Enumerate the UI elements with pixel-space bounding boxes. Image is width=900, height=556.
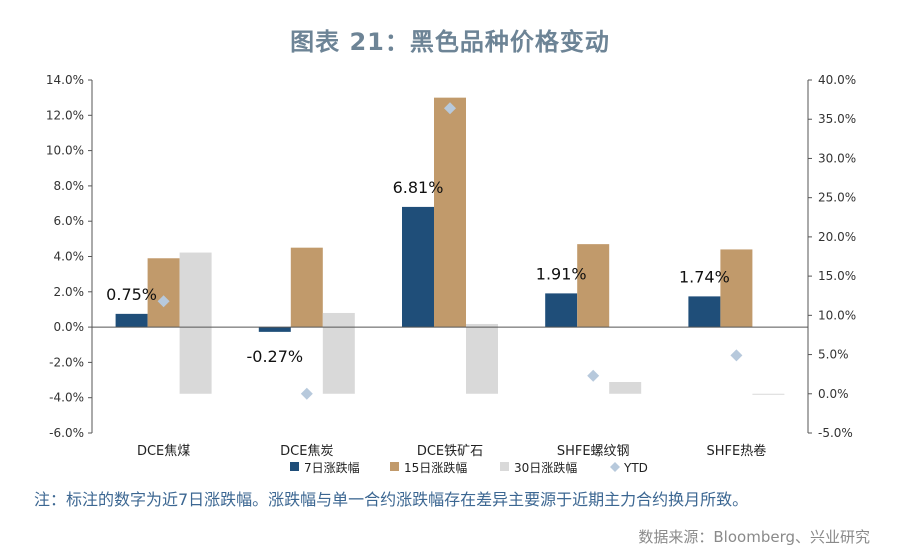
ytd-marker [300, 387, 313, 400]
category-label: DCE焦煤 [137, 444, 190, 459]
right-tick-label: 10.0% [818, 308, 856, 322]
right-tick-label: 15.0% [818, 269, 856, 283]
bar-30日涨跌幅 [179, 252, 212, 394]
right-tick-label: 5.0% [818, 348, 849, 362]
bar-15日涨跌幅 [434, 97, 466, 328]
right-tick-label: -5.0% [818, 426, 853, 440]
left-tick-label: 6.0% [54, 214, 85, 228]
legend-label: 7日涨跌幅 [304, 460, 360, 475]
left-tick-label: 10.0% [46, 144, 84, 158]
ytd-marker [730, 349, 743, 362]
left-tick-label: 14.0% [46, 73, 84, 87]
legend-label: 15日涨跌幅 [404, 460, 467, 475]
bar-7日涨跌幅 [402, 206, 434, 328]
right-tick-label: 0.0% [818, 387, 849, 401]
bar-15日涨跌幅 [147, 258, 180, 328]
bar-30日涨跌幅 [752, 393, 785, 395]
right-tick-label: 20.0% [818, 230, 856, 244]
data-label: -0.27% [246, 347, 303, 366]
legend-swatch [500, 462, 509, 471]
category-label: DCE焦炭 [280, 444, 333, 459]
ytd-marker [587, 369, 600, 382]
bar-15日涨跌幅 [577, 244, 610, 328]
left-tick-label: 2.0% [54, 285, 85, 299]
legend-label: 30日涨跌幅 [514, 460, 577, 475]
category-label: DCE铁矿石 [417, 444, 483, 459]
data-label: 0.75% [106, 285, 157, 304]
legend-swatch [290, 462, 299, 471]
footnote: 注：标注的数字为近7日涨跌幅。涨跌幅与单一合约涨跌幅存在差异主要源于近期主力合约… [34, 490, 749, 509]
data-label: 1.74% [679, 267, 730, 286]
source-text: 数据来源：Bloomberg、兴业研究 [638, 528, 870, 546]
bar-7日涨跌幅 [688, 296, 721, 328]
chart-title: 图表 21：黑色品种价格变动 [290, 28, 610, 56]
left-tick-label: 8.0% [54, 179, 85, 193]
left-tick-label: 4.0% [54, 250, 85, 264]
legend-swatch [610, 462, 620, 472]
data-label: 6.81% [393, 178, 444, 197]
left-tick-label: -2.0% [49, 355, 84, 369]
data-label: 1.91% [536, 264, 587, 283]
bar-7日涨跌幅 [115, 313, 148, 328]
right-tick-label: 40.0% [818, 73, 856, 87]
left-tick-label: -4.0% [49, 391, 84, 405]
ytd-marker [157, 295, 170, 308]
right-tick-label: 25.0% [818, 191, 856, 205]
left-tick-label: 0.0% [54, 320, 85, 334]
left-tick-label: 12.0% [46, 108, 84, 122]
category-label: SHFE螺纹钢 [557, 444, 630, 459]
bar-15日涨跌幅 [720, 249, 753, 328]
bar-30日涨跌幅 [322, 312, 355, 394]
legend-label: YTD [623, 461, 648, 475]
legend-swatch [390, 462, 399, 471]
bar-30日涨跌幅 [609, 382, 642, 394]
category-label: SHFE热卷 [707, 443, 767, 459]
ytd-marker [444, 102, 456, 115]
bar-7日涨跌幅 [258, 327, 291, 332]
bar-7日涨跌幅 [545, 293, 578, 328]
right-tick-label: 30.0% [818, 151, 856, 165]
bar-15日涨跌幅 [290, 247, 323, 328]
bar-30日涨跌幅 [466, 323, 498, 394]
right-tick-label: 35.0% [818, 112, 856, 126]
left-tick-label: -6.0% [49, 426, 84, 440]
